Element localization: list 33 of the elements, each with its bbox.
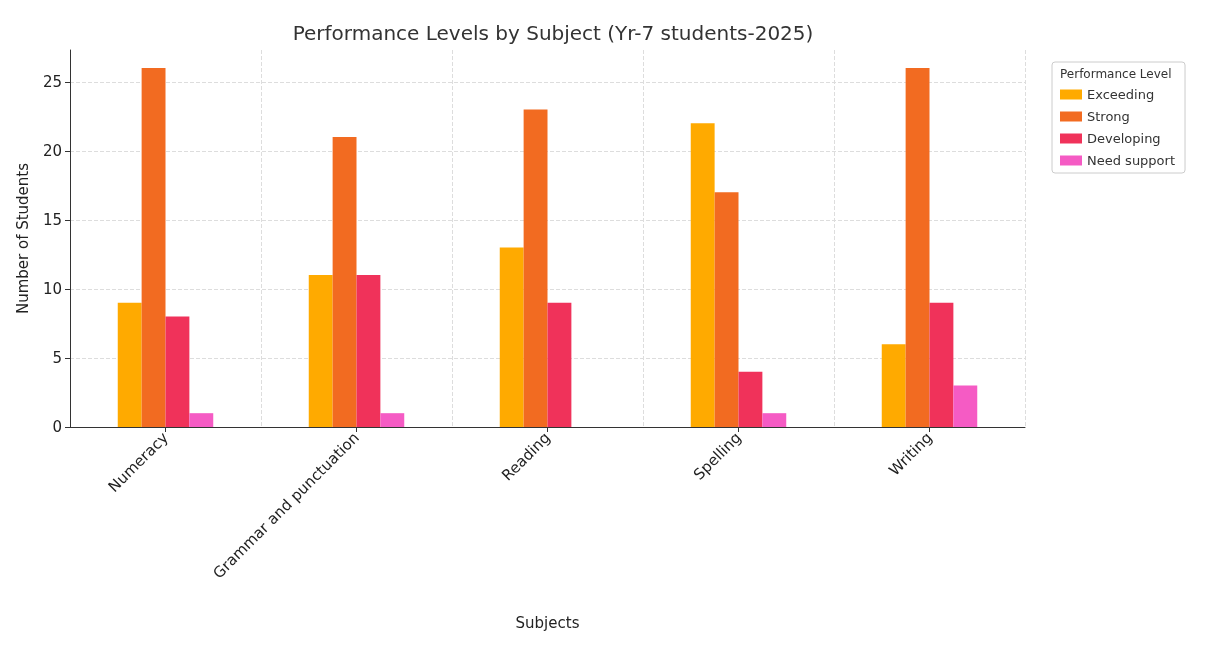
- legend-label: Exceeding: [1087, 87, 1155, 102]
- bar: [881, 344, 906, 427]
- chart-title: Performance Levels by Subject (Yr-7 students-2025): [292, 21, 814, 45]
- x-axis-title: Subjects: [515, 613, 580, 632]
- y-tick-label: 10: [42, 279, 62, 298]
- bar: [714, 192, 739, 427]
- bar: [308, 275, 333, 427]
- y-tick-label: 20: [42, 141, 62, 160]
- bar: [332, 137, 357, 427]
- legend-label: Need support: [1087, 153, 1176, 168]
- legend-title: Performance Level: [1060, 67, 1172, 81]
- bar: [523, 109, 548, 427]
- legend-label: Developing: [1087, 131, 1161, 146]
- bar: [165, 316, 190, 427]
- bar: [356, 275, 381, 427]
- bar: [738, 371, 763, 427]
- y-tick-label: 5: [52, 348, 62, 367]
- bar: [953, 385, 978, 427]
- bar: [762, 413, 787, 427]
- y-tick-label: 15: [42, 210, 62, 229]
- y-tick-label: 25: [42, 72, 62, 91]
- y-axis-title: Number of Students: [13, 162, 32, 315]
- legend-label: Strong: [1087, 109, 1130, 124]
- bar: [547, 302, 572, 427]
- y-tick-label: 0: [52, 418, 62, 436]
- bar: [189, 413, 214, 427]
- bar: [905, 67, 930, 427]
- bar: [141, 67, 166, 427]
- bar: [499, 247, 524, 427]
- bar: [117, 302, 142, 427]
- bar: [929, 302, 954, 427]
- bar: [690, 123, 715, 427]
- bar: [380, 413, 405, 427]
